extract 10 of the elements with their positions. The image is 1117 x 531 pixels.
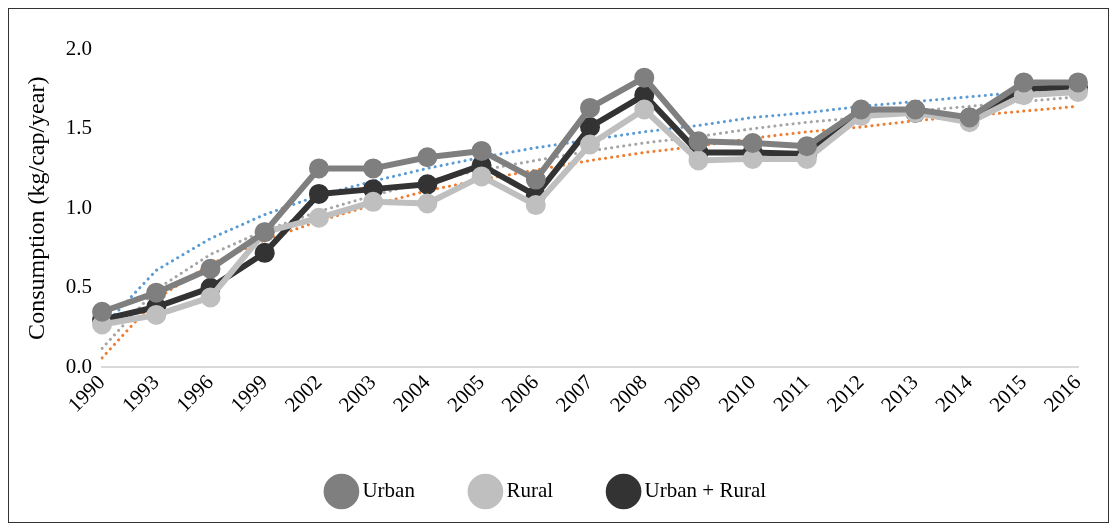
legend-label: Urban + Rural [644, 478, 767, 503]
y-tick-label: 1.5 [65, 115, 93, 140]
y-tick-label: 1.0 [65, 194, 93, 219]
legend-label: Urban [362, 478, 416, 503]
x-tick-label: 2011 [768, 369, 815, 416]
y-tick-label: 0.0 [65, 354, 93, 378]
y-axis-title: Consumption (kg/cap/year) [22, 76, 49, 340]
y-tick-label: 0.5 [65, 274, 93, 299]
legend-label: Rural [506, 478, 554, 503]
y-tick-label: 2.0 [65, 35, 93, 60]
